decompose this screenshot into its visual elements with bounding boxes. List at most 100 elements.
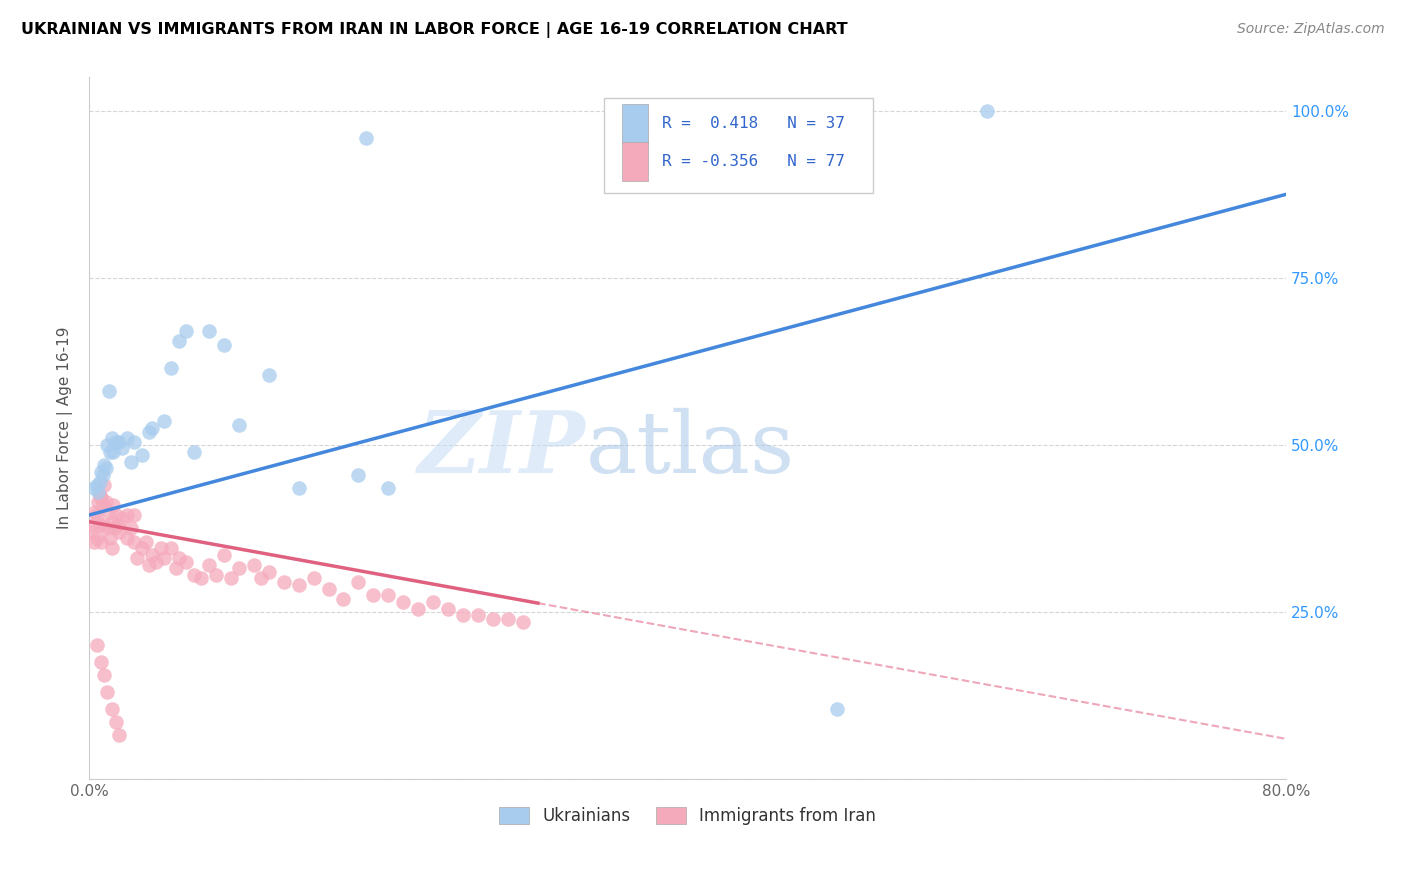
Point <box>347 574 370 589</box>
Point <box>96 685 118 699</box>
Point <box>190 572 212 586</box>
Point <box>392 595 415 609</box>
Point <box>131 448 153 462</box>
Point <box>145 555 167 569</box>
Point <box>105 715 128 730</box>
Point <box>100 541 122 556</box>
Point <box>257 565 280 579</box>
Point <box>115 532 138 546</box>
Point <box>97 384 120 399</box>
Point <box>82 524 104 539</box>
Point <box>467 608 489 623</box>
Point <box>422 595 444 609</box>
Point <box>101 498 124 512</box>
Point <box>100 515 122 529</box>
Point <box>93 668 115 682</box>
Point <box>97 505 120 519</box>
Point <box>115 431 138 445</box>
Point <box>96 521 118 535</box>
Point <box>302 572 325 586</box>
Point <box>90 534 112 549</box>
Point <box>83 481 105 495</box>
Point <box>165 561 187 575</box>
Point <box>160 541 183 556</box>
Point <box>437 601 460 615</box>
Point <box>250 572 273 586</box>
Point <box>98 444 121 458</box>
Point <box>406 601 429 615</box>
Text: ZIP: ZIP <box>418 408 586 491</box>
Legend: Ukrainians, Immigrants from Iran: Ukrainians, Immigrants from Iran <box>491 799 884 834</box>
Point <box>141 421 163 435</box>
Y-axis label: In Labor Force | Age 16-19: In Labor Force | Age 16-19 <box>58 327 73 530</box>
Point <box>89 475 111 489</box>
Text: atlas: atlas <box>586 408 794 491</box>
Point <box>122 508 145 522</box>
Point <box>96 438 118 452</box>
Point <box>100 431 122 445</box>
Point <box>94 461 117 475</box>
Point <box>825 702 848 716</box>
Point <box>86 508 108 522</box>
Point <box>108 729 131 743</box>
Point <box>176 555 198 569</box>
Point <box>153 551 176 566</box>
Point <box>273 574 295 589</box>
Point <box>98 532 121 546</box>
Point <box>242 558 264 573</box>
Point <box>105 434 128 449</box>
Point <box>219 572 242 586</box>
Point <box>108 524 131 539</box>
Point <box>377 588 399 602</box>
Point <box>167 551 190 566</box>
Point <box>120 454 142 468</box>
Point <box>354 130 377 145</box>
Point <box>287 481 309 495</box>
Point <box>198 324 221 338</box>
Point <box>212 548 235 562</box>
Point <box>141 548 163 562</box>
Point <box>115 508 138 522</box>
Point <box>86 638 108 652</box>
Point <box>363 588 385 602</box>
Point <box>87 494 110 508</box>
Point <box>86 478 108 492</box>
Point <box>107 518 129 533</box>
Text: Source: ZipAtlas.com: Source: ZipAtlas.com <box>1237 22 1385 37</box>
Point <box>105 508 128 522</box>
Point <box>91 498 114 512</box>
Point <box>90 655 112 669</box>
Point <box>84 505 107 519</box>
Point <box>89 518 111 533</box>
Point <box>377 481 399 495</box>
Point <box>131 541 153 556</box>
FancyBboxPatch shape <box>603 98 873 194</box>
Point <box>94 494 117 508</box>
Point <box>198 558 221 573</box>
Point <box>451 608 474 623</box>
Point <box>111 511 134 525</box>
Point <box>287 578 309 592</box>
Point <box>90 465 112 479</box>
Point <box>79 518 101 533</box>
Point <box>100 702 122 716</box>
Point <box>318 582 340 596</box>
Point <box>183 568 205 582</box>
Point <box>482 611 505 625</box>
Point <box>122 434 145 449</box>
Point <box>93 518 115 533</box>
Text: R =  0.418   N = 37: R = 0.418 N = 37 <box>662 116 845 131</box>
Point <box>228 417 250 432</box>
Point <box>101 444 124 458</box>
Point <box>176 324 198 338</box>
Point <box>228 561 250 575</box>
Point <box>125 551 148 566</box>
Point <box>108 434 131 449</box>
Point <box>122 534 145 549</box>
Point <box>167 334 190 349</box>
Point <box>91 467 114 482</box>
Point <box>86 532 108 546</box>
Text: R = -0.356   N = 77: R = -0.356 N = 77 <box>662 153 845 169</box>
Point <box>83 534 105 549</box>
Bar <box>621 142 648 180</box>
